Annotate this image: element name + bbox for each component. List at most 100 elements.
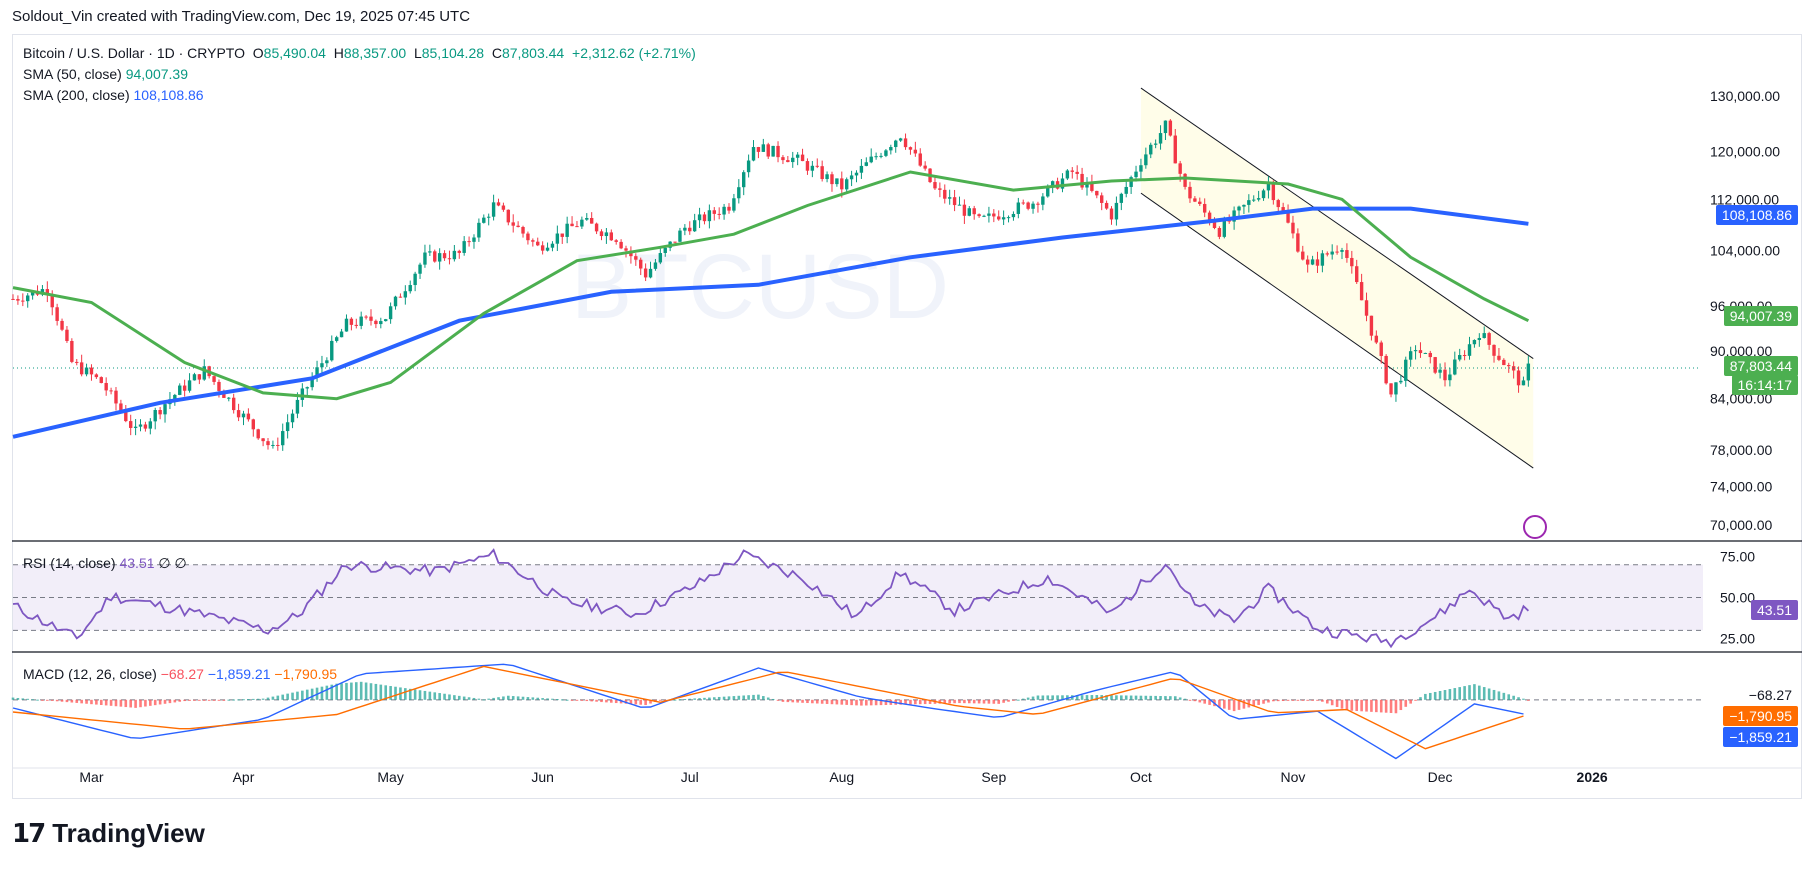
macd-histogram-bar xyxy=(928,699,932,704)
macd-histogram-bar xyxy=(546,698,549,700)
candle xyxy=(791,151,795,168)
candle-body xyxy=(869,156,873,163)
candle xyxy=(521,225,525,238)
candle xyxy=(742,170,746,196)
macd-histogram-bar xyxy=(551,698,554,700)
candle xyxy=(1247,194,1251,213)
macd-histogram-bar xyxy=(958,699,961,704)
candle-body xyxy=(938,188,942,190)
candle xyxy=(835,178,839,187)
candle xyxy=(844,177,849,193)
candle-body xyxy=(1364,300,1369,316)
macd-histogram-bar xyxy=(693,698,696,700)
tradingview-logo-text: TradingView xyxy=(52,818,205,848)
candle xyxy=(982,214,986,218)
candle-body xyxy=(236,410,241,418)
macd-histogram-bar xyxy=(1512,695,1515,700)
macd-histogram-bar xyxy=(1198,699,1202,703)
candle-body xyxy=(1188,186,1192,199)
macd-histogram-bar xyxy=(65,699,69,703)
candle xyxy=(771,145,775,157)
macd-histogram-bar xyxy=(605,699,608,703)
macd-histogram-bar xyxy=(448,694,451,700)
candle-body xyxy=(874,156,878,158)
candle xyxy=(1261,188,1266,201)
candle xyxy=(84,363,89,377)
candle-body xyxy=(109,390,113,392)
candle-body xyxy=(1271,183,1276,201)
candle xyxy=(457,249,461,259)
candle-body xyxy=(653,262,658,269)
candle xyxy=(109,387,113,395)
candle xyxy=(1497,348,1501,362)
sma50-legend[interactable]: SMA (50, close) 94,007.39 xyxy=(23,66,188,82)
candle xyxy=(1310,255,1315,266)
time-axis-tick-label: Oct xyxy=(1130,769,1152,785)
macd-histogram-bar xyxy=(266,697,270,700)
candle-body xyxy=(894,140,898,148)
candle-body xyxy=(536,241,540,246)
macd-hist-tag: −68.27 xyxy=(1742,685,1798,705)
candle-body xyxy=(580,219,584,227)
candle-body xyxy=(599,231,604,237)
candle xyxy=(1006,215,1011,223)
sma200-legend[interactable]: SMA (200, close) 108,108.86 xyxy=(23,87,204,103)
macd-histogram-bar xyxy=(516,696,520,700)
candle-body xyxy=(516,225,520,228)
macd-histogram-bar xyxy=(1389,699,1393,713)
candle xyxy=(506,209,511,226)
candle-body xyxy=(354,324,358,326)
candle xyxy=(516,221,520,228)
rsi-extra: ∅ ∅ xyxy=(158,555,187,571)
candle-body xyxy=(658,253,663,263)
candle xyxy=(261,438,265,447)
candle xyxy=(786,156,790,163)
candle xyxy=(609,229,613,241)
macd-histogram-bar xyxy=(1478,685,1481,700)
candle xyxy=(227,396,231,402)
candle-body xyxy=(879,155,883,157)
candle-body xyxy=(369,316,373,321)
high-label: H xyxy=(333,45,344,61)
macd-histogram-bar xyxy=(261,698,265,700)
price-axis-tick-label: 104,000.00 xyxy=(1710,243,1780,259)
macd-legend[interactable]: MACD (12, 26, close) −68.27 −1,859.21 −1… xyxy=(23,666,337,682)
rsi-legend[interactable]: RSI (14, close) 43.51 ∅ ∅ xyxy=(23,555,187,572)
candle-body xyxy=(933,182,937,189)
macd-histogram-bar xyxy=(703,697,706,700)
macd-histogram-bar xyxy=(369,683,373,700)
macd-histogram-bar xyxy=(997,699,1001,704)
open-value: 85,490.04 xyxy=(263,45,326,61)
candle-body xyxy=(742,172,746,188)
macd-histogram-bar xyxy=(948,699,951,704)
macd-histogram-bar xyxy=(188,699,191,701)
candle xyxy=(599,229,604,241)
macd-histogram-bar xyxy=(1154,695,1157,700)
macd-histogram-bar xyxy=(1419,697,1422,700)
candle-body xyxy=(1026,202,1030,209)
candle xyxy=(1158,125,1163,150)
candle xyxy=(688,221,692,235)
candle-body xyxy=(643,268,648,278)
macd-histogram-bar xyxy=(423,690,427,700)
candle-body xyxy=(26,295,30,302)
macd-histogram-bar xyxy=(796,699,799,703)
candle xyxy=(437,248,442,270)
macd-signal-line xyxy=(12,665,1524,750)
candle xyxy=(1408,346,1413,367)
macd-histogram-bar xyxy=(1169,696,1172,700)
tradingview-logo[interactable]: 17 TradingView xyxy=(12,818,205,849)
macd-histogram-bar xyxy=(1473,684,1476,700)
candle-body xyxy=(624,248,628,251)
macd-histogram-bar xyxy=(1345,699,1349,711)
macd-histogram-bar xyxy=(457,695,461,700)
candle-body xyxy=(70,340,74,362)
candle-body xyxy=(1050,181,1055,187)
candle xyxy=(178,383,182,396)
candle-body xyxy=(786,160,790,163)
macd-histogram-bar xyxy=(1350,699,1354,711)
macd-histogram-bar xyxy=(914,699,917,705)
macd-line xyxy=(12,663,1524,760)
candle-body xyxy=(550,243,555,248)
